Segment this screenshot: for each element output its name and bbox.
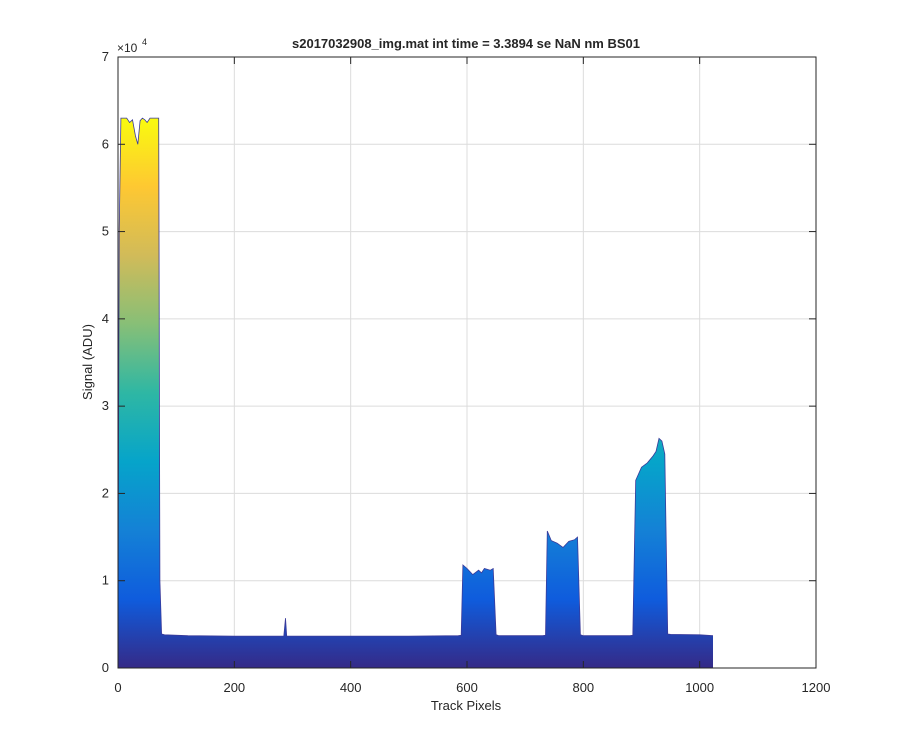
y-tick-label: 0 [102,660,109,675]
y-tick-label: 6 [102,136,109,151]
signal-line [118,117,714,637]
x-tick-label: 600 [456,680,478,695]
x-axis-label: Track Pixels [431,698,502,713]
y-tick-label: 5 [102,224,109,239]
x-tick-label: 400 [340,680,362,695]
x-tick-label: 800 [572,680,594,695]
chart-title: s2017032908_img.mat int time = 3.3894 se… [292,36,640,51]
y-tick-label: 3 [102,398,109,413]
y-exponent-base: ×10 [117,41,138,55]
x-tick-label: 1000 [685,680,714,695]
grid [118,57,816,668]
y-tick-labels: 0 1 2 3 4 5 6 7 [102,49,109,675]
y-axis-label: Signal (ADU) [80,324,95,400]
y-exponent-power: 4 [142,37,147,47]
signal-area [118,118,713,668]
x-tick-label: 1200 [802,680,831,695]
axis-ticks [117,56,817,669]
x-tick-label: 200 [223,680,245,695]
y-tick-label: 1 [102,573,109,588]
x-tick-label: 0 [114,680,121,695]
y-tick-label: 2 [102,485,109,500]
y-tick-label: 7 [102,49,109,64]
x-tick-labels: 0 200 400 600 800 1000 1200 [114,680,830,695]
y-tick-label: 4 [102,311,109,326]
